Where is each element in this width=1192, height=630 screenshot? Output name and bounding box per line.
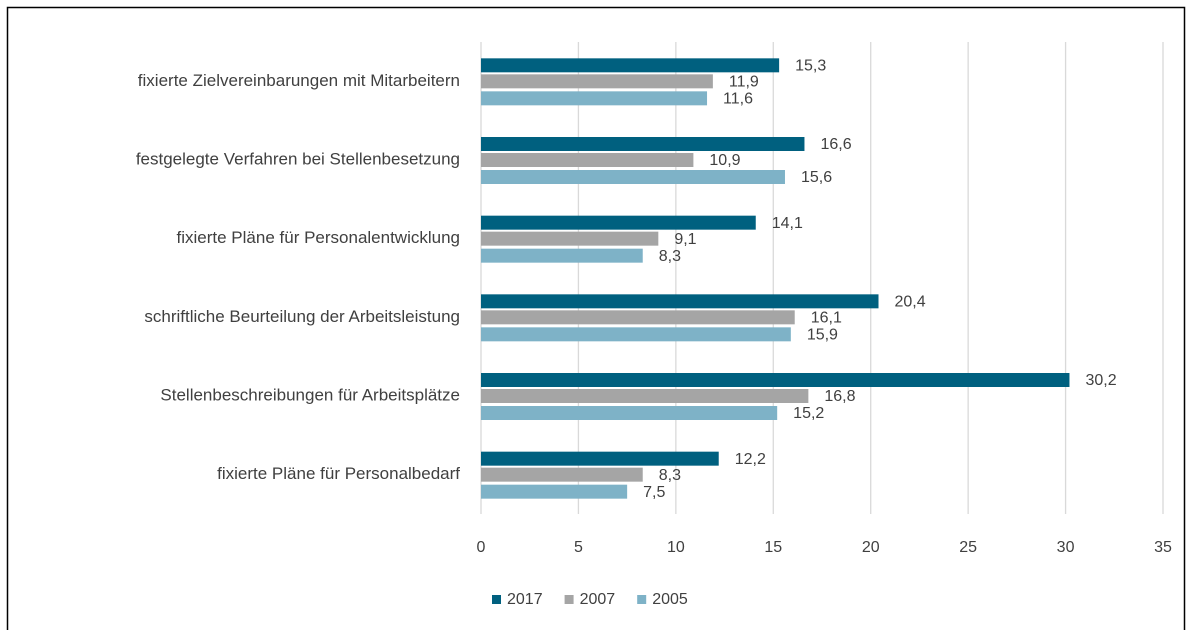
bar <box>481 373 1070 387</box>
bar <box>481 215 756 230</box>
value-label: 10,9 <box>709 152 740 169</box>
x-tick-label: 30 <box>1057 539 1075 556</box>
value-label: 16,6 <box>820 136 851 153</box>
x-tick-label: 25 <box>959 539 977 556</box>
value-label: 16,8 <box>824 388 855 405</box>
bar <box>481 406 778 420</box>
value-label: 20,4 <box>895 294 926 311</box>
legend-label: 2007 <box>580 591 616 608</box>
x-tick-label: 15 <box>764 539 782 556</box>
value-label: 15,3 <box>795 58 826 75</box>
bar <box>481 294 879 309</box>
x-tick-label: 0 <box>477 539 486 556</box>
category-label: fixierte Zielvereinbarungen mit Mitarbei… <box>138 71 460 90</box>
frame <box>6 6 1186 630</box>
category-label: schriftliche Beurteilung der Arbeitsleis… <box>144 307 460 326</box>
value-label: 11,9 <box>729 74 759 91</box>
legend-swatch <box>492 595 501 604</box>
category-label: festgelegte Verfahren bei Stellenbesetzu… <box>136 149 460 168</box>
bar <box>481 248 643 263</box>
value-label: 30,2 <box>1085 372 1116 389</box>
value-label: 14,1 <box>772 215 803 232</box>
category-label: fixierte Pläne für Personalentwicklung <box>177 228 460 247</box>
value-label: 15,9 <box>807 327 838 344</box>
value-label: 15,2 <box>793 405 824 422</box>
value-label: 12,2 <box>735 451 766 468</box>
bar <box>481 91 708 106</box>
x-tick-label: 5 <box>574 539 583 556</box>
value-label: 15,6 <box>801 169 832 186</box>
bar <box>481 137 805 151</box>
bar <box>481 389 809 403</box>
x-tick-label: 35 <box>1154 539 1172 556</box>
bar <box>481 153 694 167</box>
legend-swatch <box>637 595 647 604</box>
legend-label: 2005 <box>652 591 688 608</box>
legend-swatch <box>564 595 574 604</box>
bar <box>481 451 719 466</box>
bar <box>481 74 713 89</box>
bar <box>481 231 659 246</box>
bar <box>481 310 795 325</box>
value-label: 11,6 <box>723 91 753 108</box>
category-label: fixierte Pläne für Personalbedarf <box>217 464 460 483</box>
bar <box>481 170 785 184</box>
bar <box>481 58 780 73</box>
legend-label: 2017 <box>507 591 543 608</box>
value-label: 7,5 <box>643 484 665 501</box>
bar <box>481 484 628 499</box>
value-label: 16,1 <box>811 310 842 327</box>
bar <box>481 327 791 342</box>
x-tick-label: 10 <box>667 539 685 556</box>
value-label: 8,3 <box>659 467 681 484</box>
x-tick-label: 20 <box>862 539 880 556</box>
value-label: 9,1 <box>674 231 696 248</box>
bar <box>481 467 643 482</box>
value-label: 8,3 <box>659 248 681 265</box>
category-label: Stellenbeschreibungen für Arbeitsplätze <box>160 385 460 404</box>
